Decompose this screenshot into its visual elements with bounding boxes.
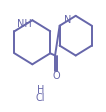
Text: NH: NH xyxy=(17,19,32,29)
Text: Cl: Cl xyxy=(36,93,45,102)
Text: O: O xyxy=(52,71,60,81)
Text: N: N xyxy=(64,14,71,24)
Text: H: H xyxy=(37,84,44,94)
